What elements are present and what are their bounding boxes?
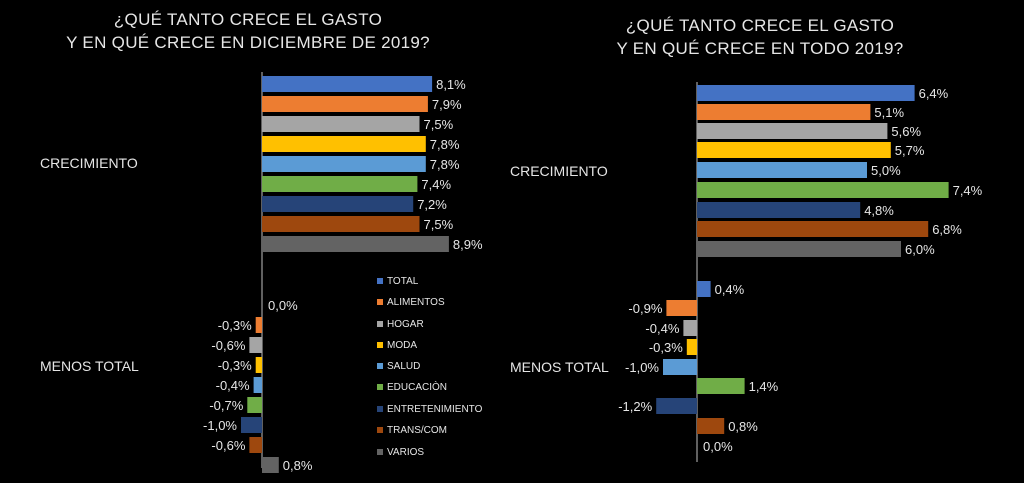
data-label: 0,8%	[283, 458, 313, 473]
bar	[262, 216, 420, 232]
legend-label: EDUCACIÒN	[387, 380, 447, 393]
data-label: -1,2%	[618, 399, 652, 414]
legend-swatch	[377, 342, 383, 348]
bar	[249, 337, 262, 353]
group-label: CRECIMIENTO	[510, 163, 608, 179]
data-label: -1,0%	[203, 418, 237, 433]
bar	[683, 320, 697, 336]
bar	[697, 104, 871, 120]
group-label: MENOS TOTAL	[510, 359, 609, 375]
data-label: 4,8%	[864, 203, 894, 218]
bar	[255, 317, 262, 333]
data-label: -0,3%	[649, 340, 683, 355]
data-label: 5,0%	[871, 163, 901, 178]
bar	[262, 156, 426, 172]
data-label: 0,8%	[728, 419, 758, 434]
data-label: -0,3%	[218, 358, 252, 373]
data-label: 6,0%	[905, 242, 935, 257]
legend-swatch	[377, 427, 383, 433]
data-label: -0,6%	[211, 338, 245, 353]
bar	[697, 162, 867, 178]
bar	[247, 397, 262, 413]
data-label: 5,7%	[895, 143, 925, 158]
chart-title-line: ¿QUÉ TANTO CRECE EL GASTO	[114, 10, 382, 29]
bar	[241, 417, 262, 433]
bar	[262, 176, 418, 192]
bar	[697, 85, 915, 101]
legend-label: ENTRETENIMIENTO	[387, 404, 483, 415]
data-label: 6,4%	[919, 86, 949, 101]
legend-swatch	[377, 406, 383, 412]
bar	[262, 116, 420, 132]
legend-swatch	[377, 321, 383, 327]
data-label: 7,4%	[421, 177, 451, 192]
data-label: 5,6%	[891, 124, 921, 139]
data-label: 7,8%	[430, 157, 460, 172]
bar	[697, 221, 929, 237]
group-label: CRECIMIENTO	[40, 155, 138, 171]
legend-label: SALUD	[387, 361, 420, 372]
legend-swatch	[377, 299, 383, 305]
data-label: 7,5%	[424, 117, 454, 132]
bar	[663, 359, 697, 375]
bar	[697, 281, 711, 297]
bar	[697, 418, 725, 434]
bar	[697, 241, 901, 257]
legend-swatch	[377, 449, 383, 455]
bar	[697, 378, 745, 394]
bar	[262, 76, 433, 92]
bar	[255, 357, 262, 373]
data-label: -0,4%	[645, 321, 679, 336]
data-label: 0,0%	[268, 298, 298, 313]
legend-swatch	[377, 278, 383, 284]
bar	[697, 182, 949, 198]
bar	[656, 398, 697, 414]
bar	[262, 136, 426, 152]
legend-label: TOTAL	[387, 276, 419, 287]
legend-label: HOGAR	[387, 319, 424, 330]
data-label: 7,5%	[424, 217, 454, 232]
group-label: MENOS TOTAL	[40, 358, 139, 374]
data-label: 1,4%	[749, 379, 779, 394]
data-label: -0,4%	[216, 378, 250, 393]
bar	[697, 123, 888, 139]
bar	[697, 202, 861, 218]
data-label: -0,6%	[211, 438, 245, 453]
legend-swatch	[377, 384, 383, 390]
chart-title-line: Y EN QUÉ CRECE EN DICIEMBRE DE 2019?	[66, 33, 430, 52]
data-label: 7,4%	[953, 183, 983, 198]
data-label: 8,9%	[453, 237, 483, 252]
data-label: -0,9%	[628, 301, 662, 316]
legend-label: MODA	[387, 340, 417, 351]
bar	[262, 457, 279, 473]
data-label: 0,0%	[703, 439, 733, 454]
legend-swatch	[377, 363, 383, 369]
chart-title-line: Y EN QUÉ CRECE EN TODO 2019?	[616, 39, 903, 58]
bar	[666, 300, 697, 316]
data-label: 0,4%	[715, 282, 745, 297]
data-label: -0,7%	[209, 398, 243, 413]
data-label: 7,2%	[417, 197, 447, 212]
bar	[249, 437, 262, 453]
legend-label: VARIOS	[387, 447, 424, 458]
data-label: 6,8%	[932, 222, 962, 237]
bar	[686, 339, 697, 355]
data-label: -0,3%	[218, 318, 252, 333]
legend-label: TRANS/COM	[387, 425, 447, 436]
data-label: 8,1%	[436, 77, 466, 92]
bar	[262, 96, 428, 112]
bar	[253, 377, 262, 393]
chart-title-line: ¿QUÉ TANTO CRECE EL GASTO	[626, 16, 894, 35]
bar	[262, 236, 449, 252]
bar	[697, 142, 891, 158]
legend-label: ALIMENTOS	[387, 297, 445, 308]
bar	[262, 196, 414, 212]
data-label: -1,0%	[625, 360, 659, 375]
data-label: 7,9%	[432, 97, 462, 112]
data-label: 7,8%	[430, 137, 460, 152]
data-label: 5,1%	[874, 105, 904, 120]
